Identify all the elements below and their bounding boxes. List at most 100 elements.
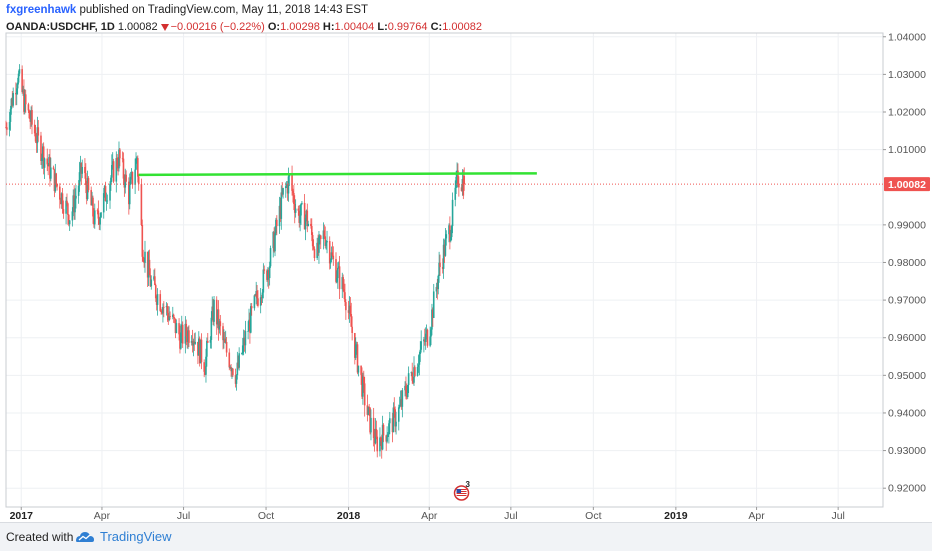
candle-body bbox=[387, 434, 389, 437]
candle-body bbox=[451, 199, 454, 227]
candle-body bbox=[224, 341, 227, 343]
resistance-line[interactable] bbox=[138, 172, 537, 177]
candle-body bbox=[307, 223, 309, 227]
candle-body bbox=[137, 158, 139, 177]
candle-body bbox=[111, 161, 114, 166]
candle-body bbox=[368, 406, 370, 408]
candle-body bbox=[335, 259, 337, 282]
candle-body bbox=[121, 158, 124, 160]
candle-body bbox=[250, 306, 252, 333]
time-axis[interactable]: 2017 Apr Jul Oct 2018 Apr Jul Oct 2019 Apr Jul bbox=[10, 507, 845, 522]
x-tick-label: 2019 bbox=[664, 510, 688, 522]
candle-body bbox=[319, 235, 322, 240]
candle-body bbox=[67, 214, 70, 225]
candle-body bbox=[98, 218, 101, 225]
x-tick-label: Oct bbox=[258, 510, 274, 522]
candle-body bbox=[142, 256, 144, 261]
symbol-label[interactable]: OANDA:USDCHF, 1D bbox=[6, 21, 115, 33]
candle-body bbox=[213, 299, 215, 322]
candle-body bbox=[412, 380, 414, 383]
candle-body bbox=[243, 337, 246, 346]
candle-body bbox=[148, 259, 151, 276]
candle-body bbox=[210, 317, 213, 340]
author-link[interactable]: fxgreenhawk bbox=[6, 4, 77, 16]
candle-body bbox=[66, 200, 68, 204]
candle-body bbox=[109, 183, 111, 201]
candle-body bbox=[123, 178, 126, 188]
candle-body bbox=[43, 158, 46, 168]
candle-body bbox=[67, 203, 69, 215]
candle-body bbox=[351, 326, 353, 333]
candle-body bbox=[369, 407, 371, 433]
candle-body bbox=[398, 404, 401, 408]
tradingview-cloud-icon[interactable] bbox=[74, 530, 96, 544]
candle-body bbox=[134, 169, 136, 185]
candle-body bbox=[407, 373, 410, 386]
candle-body bbox=[342, 277, 344, 290]
price-chart[interactable]: 1.04000 1.03000 1.02000 1.01000 0.99000 0.980… bbox=[0, 0, 932, 522]
candle-body bbox=[348, 305, 351, 313]
candle-body bbox=[441, 267, 444, 269]
candle-body bbox=[146, 251, 149, 278]
footer-bar: Created with TradingView bbox=[0, 522, 932, 551]
candle-body bbox=[250, 306, 253, 309]
candle-body bbox=[36, 127, 39, 144]
chart-grid bbox=[6, 33, 883, 507]
candle-body bbox=[266, 270, 268, 280]
candle-body bbox=[229, 367, 231, 368]
candle-body bbox=[28, 110, 31, 119]
candle-body bbox=[199, 339, 202, 364]
candle-body bbox=[260, 297, 263, 299]
candle-body bbox=[18, 69, 21, 74]
candle-body bbox=[388, 423, 390, 435]
candle-body bbox=[392, 407, 395, 433]
candle-body bbox=[388, 418, 391, 424]
tradingview-brand[interactable]: TradingView bbox=[100, 529, 172, 544]
candle-body bbox=[218, 321, 221, 330]
candle-body bbox=[222, 326, 224, 341]
candle-body bbox=[166, 306, 169, 314]
candle-body bbox=[90, 190, 92, 206]
candle-body bbox=[297, 208, 300, 211]
candle-body bbox=[285, 184, 288, 187]
candle-body bbox=[143, 260, 145, 263]
candle-body bbox=[179, 334, 181, 349]
candle-body bbox=[281, 192, 283, 195]
candle-body bbox=[87, 178, 90, 191]
candle-body bbox=[111, 165, 113, 178]
candle-body bbox=[413, 367, 415, 383]
candle-body bbox=[54, 173, 57, 192]
candle-body bbox=[261, 292, 264, 299]
candle-body bbox=[395, 421, 397, 427]
candle-body bbox=[97, 210, 100, 219]
candle-body bbox=[230, 367, 232, 372]
candle-body bbox=[172, 314, 175, 318]
last-price-badge: 1.00082 bbox=[884, 177, 930, 192]
candle-body bbox=[356, 344, 359, 373]
close-value: 1.00082 bbox=[442, 21, 482, 33]
candle-body bbox=[103, 186, 106, 194]
candle-body bbox=[414, 367, 416, 376]
candle-body bbox=[237, 362, 240, 368]
candle-body bbox=[382, 424, 385, 436]
candle-body bbox=[457, 170, 459, 185]
events-marker[interactable]: 3 bbox=[453, 480, 471, 501]
us-flag-events-icon[interactable] bbox=[453, 485, 470, 501]
candle-body bbox=[263, 269, 266, 271]
candle-body bbox=[280, 192, 283, 219]
candle-body bbox=[159, 294, 162, 311]
candle-body bbox=[50, 167, 52, 179]
candle-body bbox=[194, 341, 197, 344]
candle-body bbox=[276, 219, 278, 227]
candle-body bbox=[135, 158, 137, 170]
candle-body bbox=[310, 225, 313, 235]
candle-body bbox=[167, 313, 170, 321]
candle-body bbox=[391, 418, 394, 433]
x-tick-label: Jul bbox=[831, 510, 844, 522]
price-axis[interactable]: 1.04000 1.03000 1.02000 1.01000 0.99000 0.980… bbox=[883, 31, 926, 495]
low-value: 0.99764 bbox=[387, 21, 428, 33]
candle-body bbox=[420, 341, 422, 350]
candle-body bbox=[118, 149, 120, 169]
candle-body bbox=[130, 171, 133, 177]
candle-body bbox=[312, 246, 315, 249]
